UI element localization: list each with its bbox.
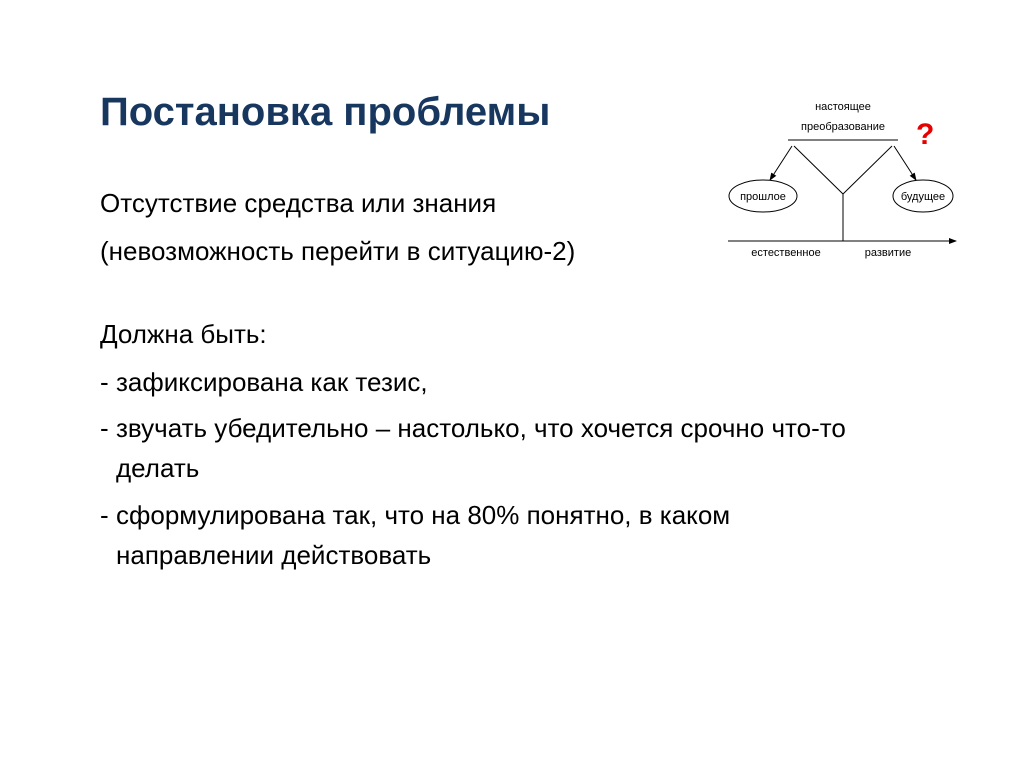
diagram: настоящее преобразование прошлое будущее… xyxy=(718,96,968,276)
diagram-label-top: настоящее xyxy=(815,101,871,113)
slide: Постановка проблемы Отсутствие средства … xyxy=(0,0,1024,767)
diagram-label-transform: преобразование xyxy=(801,121,885,133)
diagram-node-past-label: прошлое xyxy=(740,191,786,203)
bullet-text: зафиксирована как тезис, xyxy=(116,362,428,402)
diagram-v-left xyxy=(794,146,843,194)
list-item: - сформулирована так, что на 80% понятно… xyxy=(100,495,860,576)
list-item: - звучать убедительно – настолько, что х… xyxy=(100,408,860,489)
must-be-label: Должна быть: xyxy=(100,314,860,354)
bullet-text: сформулирована так, что на 80% понятно, … xyxy=(116,495,860,576)
diagram-arrow-to-future xyxy=(894,146,916,180)
spacer xyxy=(100,280,860,314)
dash-icon: - xyxy=(100,362,116,402)
bullet-text: звучать убедительно – настолько, что хоч… xyxy=(116,408,860,489)
diagram-node-future-label: будущее xyxy=(901,191,945,203)
dash-icon: - xyxy=(100,408,116,448)
diagram-arrow-to-past xyxy=(770,146,792,180)
diagram-svg: настоящее преобразование прошлое будущее… xyxy=(718,96,968,276)
list-item: - зафиксирована как тезис, xyxy=(100,362,860,402)
diagram-v-right xyxy=(843,146,892,194)
diagram-label-bottom-left: естественное xyxy=(751,247,820,259)
diagram-label-bottom-right: развитие xyxy=(865,247,911,259)
diagram-question-icon: ? xyxy=(916,118,934,151)
dash-icon: - xyxy=(100,495,116,535)
